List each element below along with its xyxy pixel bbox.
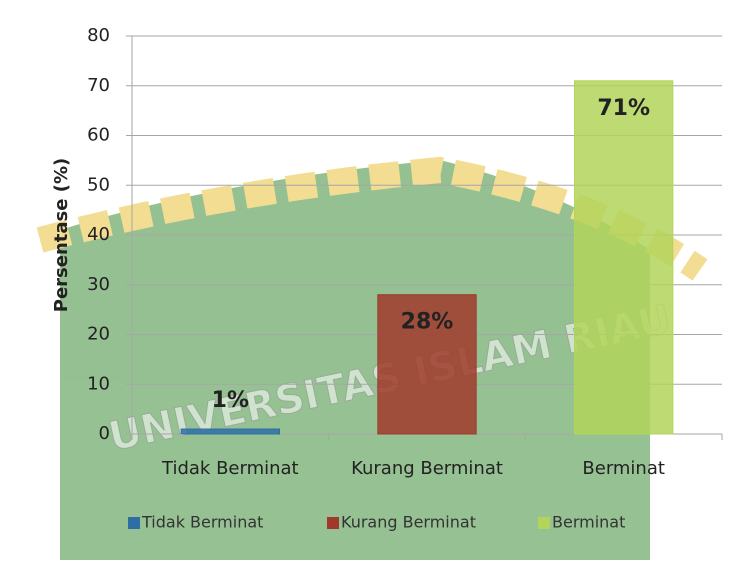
y-tick-label: 20 xyxy=(87,324,110,345)
y-tick-label: 60 xyxy=(87,125,110,146)
value-label: 71% xyxy=(597,96,650,121)
y-axis-title: Persentase (%) xyxy=(51,158,72,312)
y-tick-label: 10 xyxy=(87,373,110,394)
y-tick-label: 0 xyxy=(99,423,110,444)
y-tick-label: 30 xyxy=(87,274,110,295)
x-tick-label: Berminat xyxy=(582,458,665,479)
y-tick-label: 80 xyxy=(87,25,110,46)
y-tick-label: 40 xyxy=(87,224,110,245)
x-tick-label: Tidak Berminat xyxy=(161,458,299,479)
legend-swatch xyxy=(128,517,140,529)
y-tick-label: 50 xyxy=(87,174,110,195)
legend-swatch xyxy=(538,517,550,529)
value-label: 1% xyxy=(212,388,249,413)
value-label: 28% xyxy=(401,310,454,335)
legend-label: Kurang Berminat xyxy=(341,513,476,532)
legend-swatch xyxy=(327,517,339,529)
y-tick-label: 70 xyxy=(87,75,110,96)
chart: UNIVERSITAS ISLAM RIAU Persentase (%) 01… xyxy=(0,0,745,561)
bar xyxy=(575,81,673,434)
legend-label: Berminat xyxy=(552,513,625,532)
bar xyxy=(181,429,279,434)
x-tick-label: Kurang Berminat xyxy=(351,458,503,479)
legend-label: Tidak Berminat xyxy=(141,513,263,532)
